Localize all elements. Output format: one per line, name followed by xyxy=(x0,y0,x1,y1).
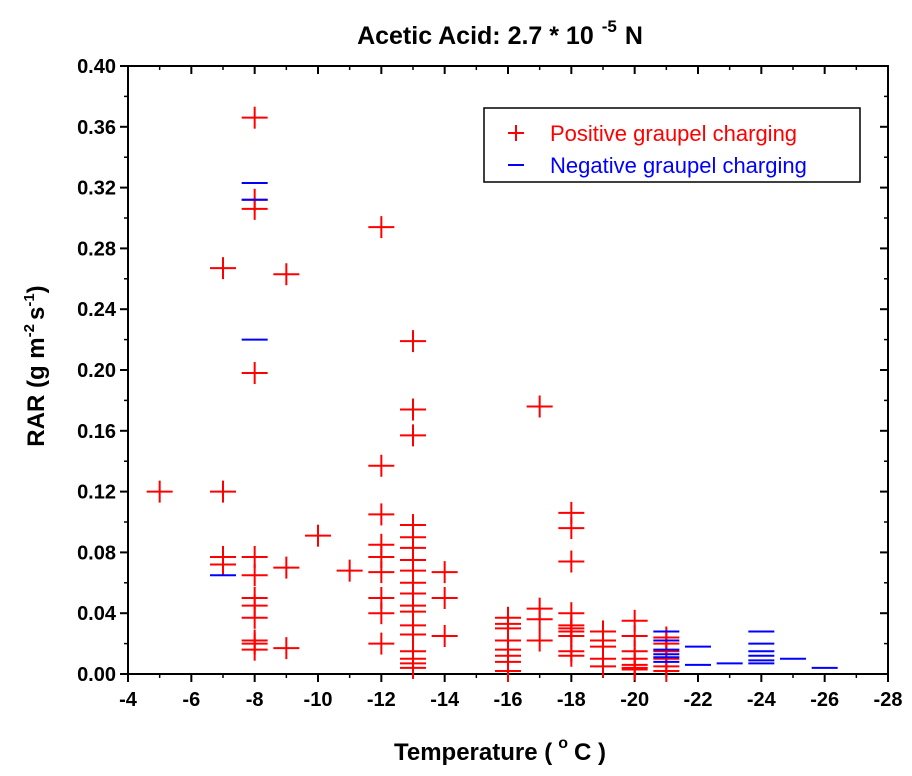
positive-charging-marker xyxy=(241,564,268,587)
positive-charging-marker xyxy=(241,606,268,629)
positive-charging-marker xyxy=(431,561,458,584)
positive-charging-marker xyxy=(146,480,173,503)
axis-ticks xyxy=(120,65,889,682)
y-tick-label: 0.08 xyxy=(77,542,116,564)
positive-charging-marker xyxy=(241,362,268,385)
positive-charging-marker xyxy=(273,556,300,579)
positive-charging-marker xyxy=(241,106,268,129)
positive-charging-marker xyxy=(241,638,268,661)
chart-title-exponent: -5 xyxy=(602,17,617,36)
positive-charging-marker xyxy=(653,659,680,682)
positive-charging-marker xyxy=(368,561,395,584)
positive-charging-marker xyxy=(621,658,648,681)
x-axis-title-main: Temperature ( xyxy=(394,739,552,766)
y-tick-label: 0.40 xyxy=(77,56,116,78)
x-tick-label: -18 xyxy=(557,689,586,711)
positive-charging-marker xyxy=(526,608,553,631)
chart-title-main: Acetic Acid: 2.7 * 10 xyxy=(357,22,594,50)
positive-charging-marker xyxy=(336,559,363,582)
y-tick-label: 0.28 xyxy=(77,238,116,260)
positive-charging-marker xyxy=(210,480,236,503)
positive-charging-marker xyxy=(368,454,395,477)
x-tick-label: -6 xyxy=(182,689,200,711)
y-tick-labels: 0.00 0.04 0.08 0.12 0.16 0.20 0.24 0.28 0.32 0.36… xyxy=(77,56,117,686)
positive-charging-marker xyxy=(590,655,616,678)
positive-charging-marker xyxy=(400,656,426,679)
y-axis-title-close: ) xyxy=(23,285,50,293)
x-tick-label: -12 xyxy=(367,689,396,711)
positive-charging-marker xyxy=(400,330,426,353)
x-tick-label: -4 xyxy=(119,689,138,711)
positive-charging-marker xyxy=(273,637,300,660)
x-tick-label: -24 xyxy=(747,689,777,711)
positive-charging-marker xyxy=(558,517,585,540)
y-tick-label: 0.24 xyxy=(77,299,117,321)
y-tick-label: 0.16 xyxy=(77,421,116,443)
positive-charging-marker xyxy=(526,395,553,418)
positive-charging-marker xyxy=(241,197,268,220)
y-axis-title-mid: s xyxy=(23,307,50,320)
positive-charging-marker xyxy=(210,257,236,280)
x-tick-label: -28 xyxy=(874,689,903,711)
y-tick-label: 0.12 xyxy=(77,482,116,504)
x-tick-label: -16 xyxy=(494,689,523,711)
plot-area xyxy=(120,65,889,682)
positive-charging-marker xyxy=(368,602,395,625)
x-axis-degree: o xyxy=(558,735,568,752)
y-axis-exponent-1: -2 xyxy=(21,324,38,337)
y-axis-title-main: RAR (g m xyxy=(23,337,50,446)
legend-label: Negative graupel charging xyxy=(550,153,807,178)
x-tick-label: -22 xyxy=(684,689,713,711)
legend-item-positive: Positive graupel charging xyxy=(508,121,797,146)
x-tick-label: -20 xyxy=(620,689,649,711)
positive-charging-marker xyxy=(558,644,585,667)
x-tick-label: -8 xyxy=(246,689,264,711)
y-tick-label: 0.04 xyxy=(77,603,117,625)
data-markers xyxy=(146,106,838,682)
positive-charging-marker xyxy=(210,553,236,576)
x-tick-label: -26 xyxy=(810,689,839,711)
positive-charging-marker xyxy=(273,263,300,286)
legend-box xyxy=(483,107,861,183)
positive-charging-marker xyxy=(305,524,331,547)
x-tick-labels: -4 -6 -8 -10 -12 -14 -16 -18 -20 -22 -24 -26 -28 xyxy=(119,689,902,711)
positive-charging-marker xyxy=(431,625,458,647)
legend: Positive graupel charging Negative graupe… xyxy=(483,107,861,183)
y-tick-label: 0.32 xyxy=(77,178,116,200)
y-axis-exponent-2: -1 xyxy=(21,293,38,306)
positive-charging-marker xyxy=(400,424,426,447)
positive-charging-marker xyxy=(400,398,426,421)
positive-charging-marker xyxy=(431,587,458,609)
chart-title-unit: N xyxy=(625,22,643,50)
positive-charging-marker xyxy=(495,659,521,682)
x-tick-label: -10 xyxy=(304,689,333,711)
positive-charging-marker xyxy=(558,550,585,573)
positive-charging-marker xyxy=(368,632,395,655)
positive-charging-marker xyxy=(368,503,395,526)
positive-charging-marker xyxy=(526,629,553,652)
x-tick-label: -14 xyxy=(430,689,460,711)
legend-label: Positive graupel charging xyxy=(550,121,797,146)
chart-title: Acetic Acid: 2.7 * 10 -5 N xyxy=(357,17,643,50)
x-axis-unit: C ) xyxy=(574,739,606,766)
y-tick-label: 0.36 xyxy=(77,117,116,139)
y-tick-label: 0.00 xyxy=(77,664,116,686)
positive-charging-marker xyxy=(368,216,395,239)
y-axis-title: RAR (g m-2 s-1) xyxy=(21,285,50,446)
y-tick-label: 0.20 xyxy=(77,360,116,382)
legend-item-negative: Negative graupel charging xyxy=(508,153,807,178)
x-axis-title: Temperature ( o C ) xyxy=(394,735,606,766)
